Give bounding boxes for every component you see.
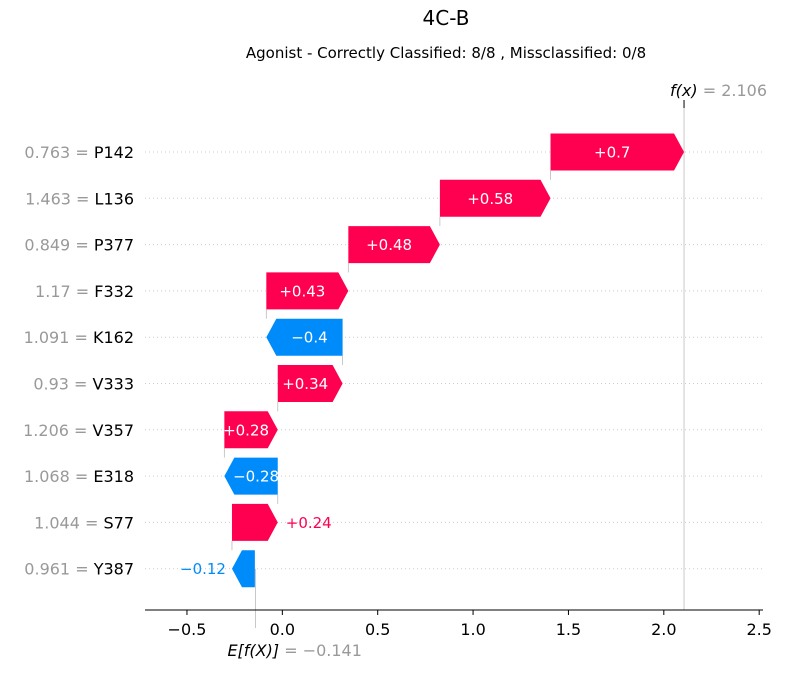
feature-name: F332: [94, 282, 134, 301]
ylabel-P377: 0.849 = P377: [24, 236, 134, 255]
output-label: f(x): [670, 81, 698, 100]
feature-name: L136: [95, 189, 134, 208]
y-axis-labels: 0.763 = P142 1.463 = L136 0.849 = P377 1.17…: [23, 143, 134, 579]
bar-V357: [224, 411, 278, 449]
bar-label-P142: +0.7: [594, 144, 630, 162]
feature-name: K162: [93, 328, 134, 347]
bar-K162: [266, 318, 343, 356]
bar-label-S77: +0.24: [286, 514, 332, 532]
base-value-text: = −0.141: [279, 641, 362, 660]
feature-value: 0.961 =: [24, 560, 93, 579]
bar-L136: [439, 179, 551, 217]
ylabel-Y387: 0.961 = Y387: [24, 560, 134, 579]
ylabel-L136: 1.463 = L136: [25, 189, 134, 208]
bar-S77: [231, 503, 278, 541]
x-tick-label: 1.5: [556, 620, 581, 639]
x-tick-label: 2.5: [746, 620, 771, 639]
x-tick-label: 2.0: [651, 620, 676, 639]
ylabel-K162: 1.091 = K162: [24, 328, 134, 347]
feature-name: V357: [93, 421, 134, 440]
feature-value: 1.044 =: [34, 513, 103, 532]
reference-lines: [223, 106, 685, 628]
bars: +0.7 +0.58 +0.48 +0.43 −0.4 +0.34 +0.28 −0.28 +0…: [180, 133, 685, 588]
bar-V333: [277, 365, 343, 402]
bar-label-K162: −0.4: [291, 329, 327, 347]
output-value-annotation: f(x) = 2.106: [670, 81, 767, 100]
ylabel-P142: 0.763 = P142: [24, 143, 134, 162]
chart-subtitle: Agonist - Correctly Classified: 8/8 , Mi…: [246, 44, 646, 62]
chart-title: 4C-B: [423, 6, 470, 30]
annotations: f(x) = 2.106 E[f(X)] = −0.141: [227, 81, 767, 660]
base-label: E[f(X)]: [227, 641, 279, 660]
bar-label-V357: +0.28: [223, 421, 269, 439]
bar-F332: [266, 272, 349, 310]
ylabel-V357: 1.206 = V357: [23, 421, 134, 440]
feature-name: P142: [94, 143, 134, 162]
ylabel-V333: 0.93 = V333: [33, 375, 134, 394]
bar-P377: [348, 226, 440, 264]
output-value-text: = 2.106: [698, 81, 767, 100]
bar-Y387: [231, 550, 255, 588]
base-value-annotation: E[f(X)] = −0.141: [227, 641, 361, 660]
bar-label-P377: +0.48: [366, 236, 412, 254]
x-tick-label: 1.0: [460, 620, 485, 639]
ylabel-F332: 1.17 = F332: [35, 282, 134, 301]
feature-name: Y387: [93, 560, 134, 579]
bar-label-V333: +0.34: [282, 375, 328, 393]
feature-name: S77: [103, 513, 134, 532]
feature-value: 1.206 =: [23, 421, 92, 440]
ylabel-S77: 1.044 = S77: [34, 513, 134, 532]
feature-name: E318: [93, 467, 134, 486]
ylabel-E318: 1.068 = E318: [24, 467, 134, 486]
bar-label-E318: −0.28: [233, 468, 279, 486]
x-axis: −0.5 0.0 0.5 1.0 1.5 2.0 2.5: [145, 609, 772, 639]
feature-value: 1.091 =: [24, 328, 93, 347]
feature-name: P377: [94, 236, 134, 255]
x-tick-label: −0.5: [168, 620, 207, 639]
bar-label-Y387: −0.12: [180, 560, 226, 578]
x-tick-label: 0.5: [365, 620, 390, 639]
feature-value: 1.068 =: [24, 467, 93, 486]
feature-name: V333: [93, 375, 134, 394]
feature-value: 1.17 =: [35, 282, 94, 301]
feature-value: 1.463 =: [25, 189, 94, 208]
bar-E318: [224, 457, 278, 495]
bar-label-F332: +0.43: [279, 282, 325, 300]
feature-value: 0.93 =: [33, 375, 92, 394]
feature-value: 0.849 =: [24, 236, 93, 255]
bar-label-L136: +0.58: [467, 190, 513, 208]
feature-value: 0.763 =: [24, 143, 93, 162]
x-tick-label: 0.0: [270, 620, 295, 639]
bar-P142: [550, 133, 685, 171]
